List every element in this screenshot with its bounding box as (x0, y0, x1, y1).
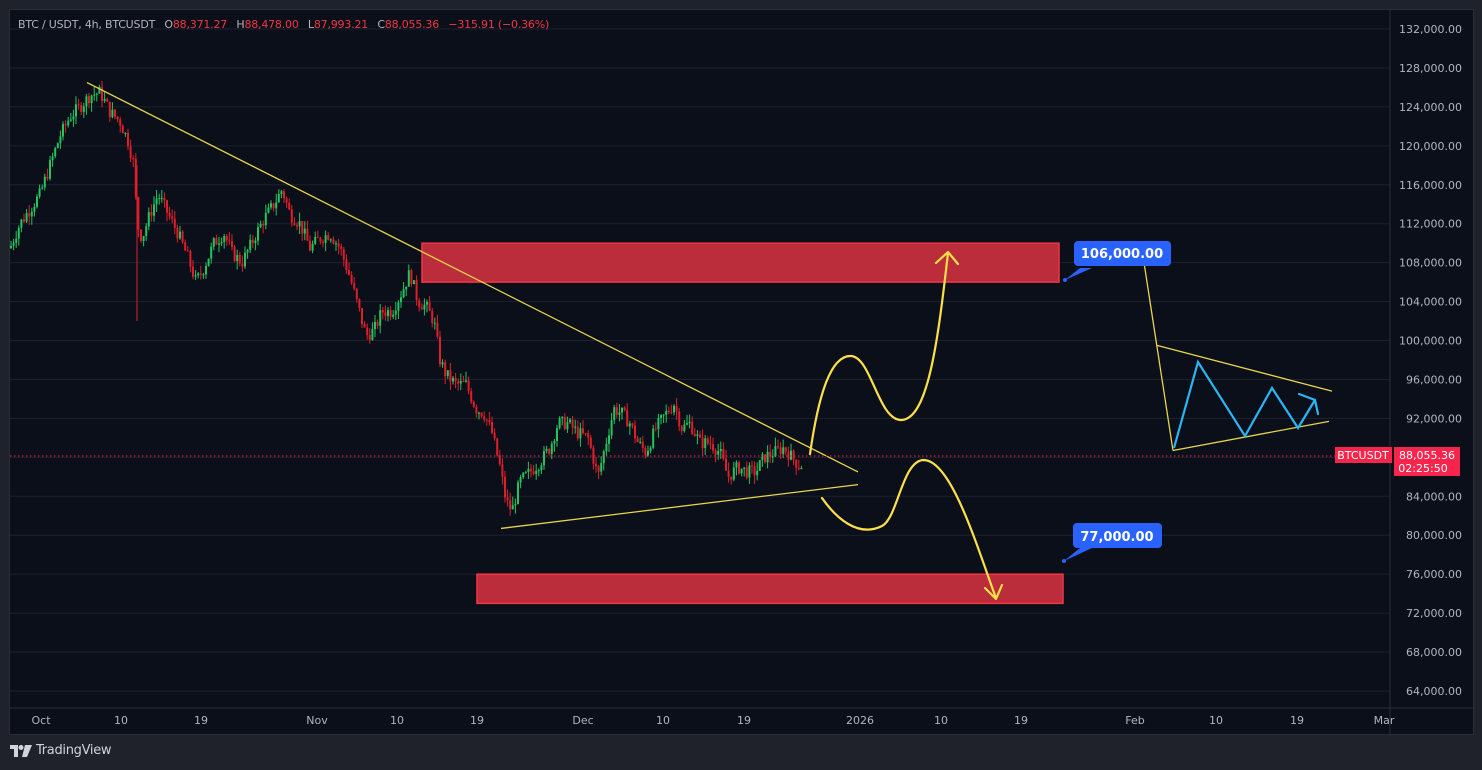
price-axis-label: 120,000.00 (1399, 140, 1462, 153)
support-zone[interactable] (476, 573, 1064, 605)
future-lower-trendline[interactable] (1172, 420, 1330, 452)
price-axis-label: 76,000.00 (1406, 568, 1462, 581)
high-label: H (236, 18, 245, 31)
tradingview-wordmark: TradingView (36, 743, 112, 758)
price-axis-label: 116,000.00 (1399, 179, 1462, 192)
descending-trendline[interactable] (86, 81, 859, 473)
low-label: L (307, 18, 314, 31)
bearish-projection-arrow[interactable] (820, 458, 998, 600)
symbol-title: BTC / USDT, 4h, BTCUSDT (18, 18, 156, 31)
time-axis-label: 10 (934, 714, 948, 727)
symbol-tag-text: BTCUSDT (1337, 449, 1389, 462)
price-axis-label: 112,000.00 (1399, 218, 1462, 231)
time-axis-label: 2026 (846, 714, 874, 727)
time-axis-label: 19 (737, 714, 751, 727)
price-axis-label: 128,000.00 (1399, 62, 1462, 75)
supply-demand-zones[interactable] (421, 242, 1064, 605)
zigzag-arrowhead-icon (1297, 392, 1320, 416)
price-axis-label: 64,000.00 (1406, 685, 1462, 698)
price-axis-label: 100,000.00 (1399, 335, 1462, 348)
candlestick-series (10, 80, 803, 516)
target-down-label: 77,000.00 (1080, 530, 1153, 545)
price-axis-label: 132,000.00 (1399, 23, 1462, 36)
time-axis-label: 19 (194, 714, 208, 727)
bullish-projection-arrow[interactable] (808, 251, 950, 456)
zigzag-projection[interactable] (1172, 359, 1316, 449)
symbol-legend[interactable]: BTC / USDT, 4h, BTCUSDT O88,371.27 H88,4… (18, 18, 549, 31)
future-upper-trendline[interactable] (1156, 344, 1333, 392)
time-axis-label: 19 (470, 714, 484, 727)
price-axis-label: 68,000.00 (1406, 646, 1462, 659)
low-value: 87,993.21 (313, 18, 369, 31)
price-axis-label: 108,000.00 (1399, 257, 1462, 270)
close-value: 88,055.36 (384, 18, 440, 31)
target-callout-106000[interactable]: 106,000.00 (1063, 241, 1171, 282)
time-axis-label: 10 (390, 714, 404, 727)
target-callout-77000[interactable]: 77,000.00 (1062, 523, 1162, 563)
time-axis-label: Feb (1125, 714, 1144, 727)
price-axis-label: 96,000.00 (1406, 373, 1462, 386)
price-axis-label: 84,000.00 (1406, 490, 1462, 503)
bullish-arrowhead-icon (934, 250, 960, 266)
time-axis-label: 19 (1290, 714, 1304, 727)
time-axis[interactable]: Oct 10 19 Nov 10 19 Dec 10 19 2026 10 19 Feb 10 19 Mar (31, 714, 1394, 727)
last-price-tag: 88,055.36 02:25:50 (1394, 447, 1460, 476)
time-axis-label: 10 (1209, 714, 1223, 727)
tradingview-logo-icon (10, 744, 32, 757)
symbol-price-tag: BTCUSDT (1335, 447, 1392, 463)
price-axis[interactable]: 132,000.00 128,000.00 124,000.00 120,000.00… (1399, 23, 1462, 698)
time-axis-label: 10 (114, 714, 128, 727)
tradingview-branding[interactable]: TradingView (10, 743, 112, 758)
price-axis-label: 80,000.00 (1406, 529, 1462, 542)
close-label: C (377, 18, 385, 31)
time-axis-label: 10 (656, 714, 670, 727)
time-axis-label: Dec (572, 714, 593, 727)
target-up-label: 106,000.00 (1081, 247, 1163, 262)
open-value: 88,371.27 (172, 18, 228, 31)
high-value: 88,478.00 (244, 18, 299, 31)
bearish-arrowhead-icon (983, 583, 1004, 601)
ascending-trendline[interactable] (500, 483, 859, 530)
time-axis-label: Oct (31, 714, 51, 727)
chart-canvas[interactable]: 106,000.00 77,000.00 132,000.00 128,000.0… (10, 10, 1475, 736)
future-left-trendline[interactable] (1143, 262, 1174, 451)
price-axis-label: 72,000.00 (1406, 607, 1462, 620)
trendlines[interactable] (86, 81, 1333, 530)
bar-countdown-text: 02:25:50 (1398, 462, 1447, 475)
price-axis-label: 104,000.00 (1399, 296, 1462, 309)
last-price-text: 88,055.36 (1399, 449, 1455, 462)
price-axis-label: 124,000.00 (1399, 101, 1462, 114)
chart-frame: 106,000.00 77,000.00 132,000.00 128,000.0… (9, 9, 1475, 736)
resistance-zone[interactable] (421, 242, 1060, 283)
time-axis-label: 19 (1014, 714, 1028, 727)
change-value: −315.91 (−0.36%) (448, 18, 550, 31)
time-axis-label: Mar (1374, 714, 1395, 727)
price-axis-label: 92,000.00 (1406, 412, 1462, 425)
open-label: O (164, 18, 173, 31)
time-axis-label: Nov (306, 714, 328, 727)
